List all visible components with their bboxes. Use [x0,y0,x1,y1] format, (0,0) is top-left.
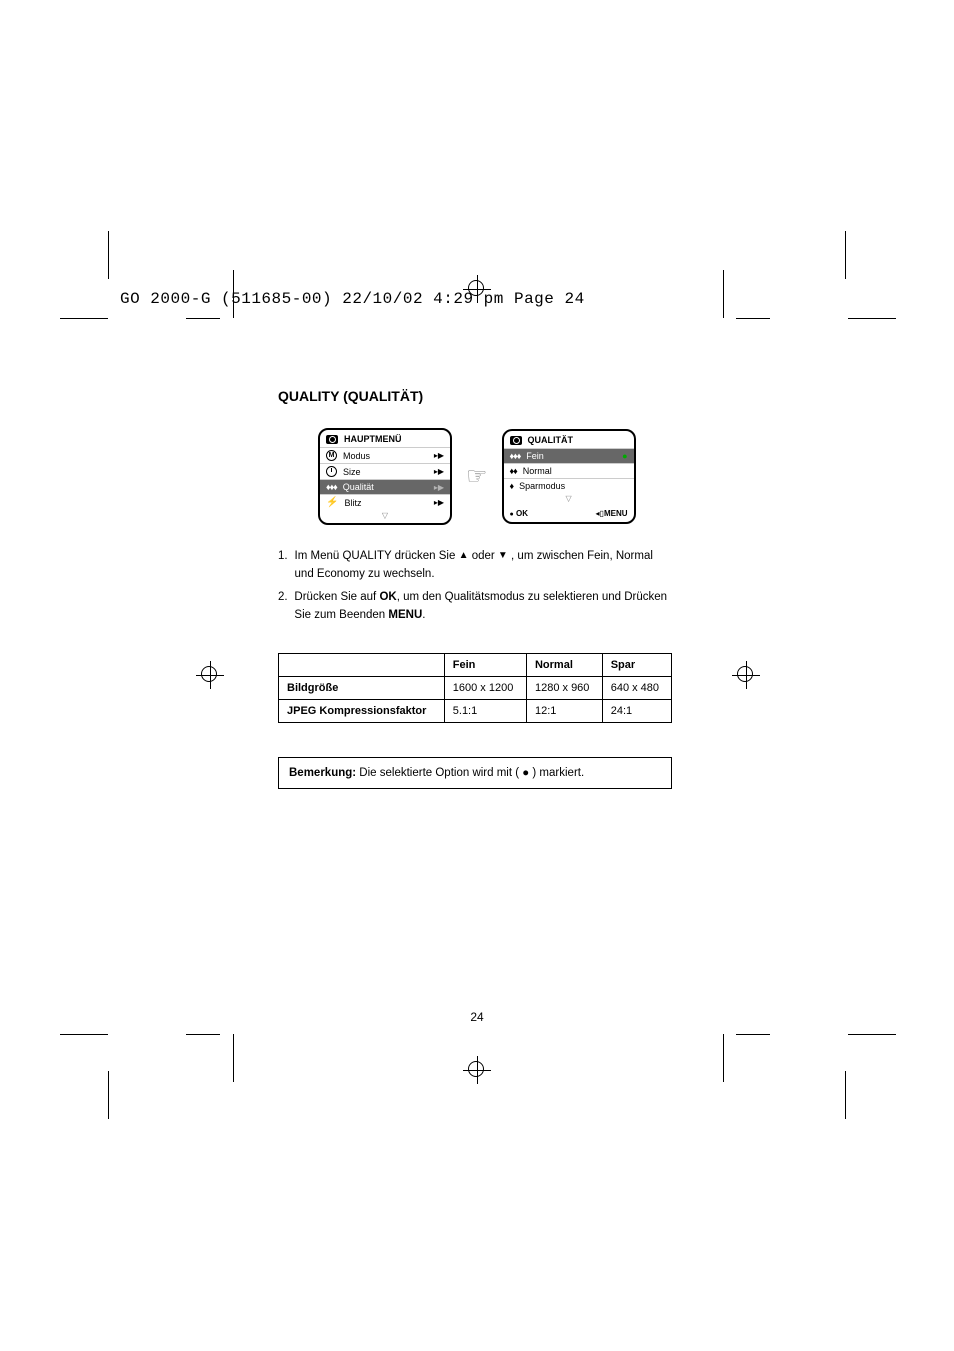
table-row: Bildgröße 1600 x 1200 1280 x 960 640 x 4… [279,676,672,699]
menu-item-label: Qualität [343,482,374,492]
timer-icon [326,466,337,477]
menu-item-blitz: ⚡ Blitz ▸▶ [320,494,450,510]
table-header: Spar [602,653,671,676]
spec-table: Fein Normal Spar Bildgröße 1600 x 1200 1… [278,653,672,723]
crop-mark [845,1071,846,1119]
camera-icon [326,435,338,444]
quality-icon: ♦♦♦ [326,482,337,492]
instruction-1: 1. Im Menü QUALITY drücken Sie ▲ oder ▼ … [278,547,672,584]
table-row: JPEG Kompressionsfaktor 5.1:1 12:1 24:1 [279,699,672,722]
text: Drücken Sie auf [294,591,379,603]
table-cell: 12:1 [526,699,602,722]
crop-mark [60,318,108,319]
menu-label: MENU [604,509,628,518]
list-number: 1. [278,547,289,584]
instruction-text: Im Menü QUALITY drücken Sie ▲ oder ▼ , u… [295,547,672,584]
note-text: Die selektierte Option wird mit ( ● ) ma… [356,767,584,779]
hauptmenu-box: HAUPTMENÜ M Modus ▸▶ Size ▸▶ ♦♦♦ Qualität … [318,428,452,525]
qualitat-title: QUALITÄT [504,431,634,448]
crop-mark [845,231,846,279]
qualitat-box: QUALITÄT ♦♦♦ Fein ● ♦♦ Normal ♦ Sparmodus ▽… [502,429,636,524]
table-cell: 24:1 [602,699,671,722]
bold-text: OK [379,591,396,603]
table-header-row: Fein Normal Spar [279,653,672,676]
crop-mark [186,318,220,319]
chevron-right-icon: ▸▶ [434,498,444,507]
up-arrow-icon: ▲ [459,548,469,564]
mode-icon: M [326,450,337,461]
scroll-down-hint: ▽ [320,510,450,523]
menu-item-label: Fein [526,451,544,461]
text: Im Menü QUALITY drücken Sie [295,550,459,562]
table-header: Normal [526,653,602,676]
flash-icon: ⚡ [326,497,338,508]
quality-option-normal: ♦♦ Normal [504,463,634,478]
section-title: QUALITY (QUALITÄT) [278,388,672,404]
text: . [422,609,425,621]
table-cell: 1280 x 960 [526,676,602,699]
instruction-2: 2. Drücken Sie auf OK, um den Qualitätsm… [278,588,672,625]
crop-mark [108,1071,109,1119]
registration-mark-right [732,661,760,689]
crop-mark [233,1034,234,1082]
quality-option-sparmodus: ♦ Sparmodus [504,478,634,493]
menu-item-label: Size [343,467,361,477]
crop-mark [736,1034,770,1035]
menu-screenshots: HAUPTMENÜ M Modus ▸▶ Size ▸▶ ♦♦♦ Qualität … [318,428,672,525]
page-number: 24 [0,1010,954,1024]
table-rowhead: JPEG Kompressionsfaktor [279,699,445,722]
hand-pointer-icon: ☞ [466,462,488,491]
menu-item-label: Normal [523,466,552,476]
table-cell: 640 x 480 [602,676,671,699]
bold-text: MENU [388,609,422,621]
menu-footer: ● OK ◂▯MENU [504,506,634,522]
selected-dot-icon: ● [622,451,627,461]
down-arrow-icon: ▼ [498,548,508,564]
crop-mark [848,318,896,319]
camera-icon [510,436,522,445]
menu-item-label: Blitz [344,498,361,508]
chevron-right-icon: ▸▶ [434,483,444,492]
hauptmenu-title: HAUPTMENÜ [320,430,450,447]
crop-mark [723,1034,724,1082]
chevron-right-icon: ▸▶ [434,451,444,460]
prepress-header: GO 2000-G (511685-00) 22/10/02 4:29 pm P… [120,290,585,308]
quality-icon: ♦♦ [510,466,517,476]
list-number: 2. [278,588,288,625]
table-rowhead: Bildgröße [279,676,445,699]
crop-mark [108,231,109,279]
crop-mark [186,1034,220,1035]
quality-icon: ♦♦♦ [510,451,521,461]
menu-item-qualitat: ♦♦♦ Qualität ▸▶ [320,479,450,494]
note-label: Bemerkung: [289,767,356,779]
ok-label: OK [516,509,528,518]
crop-mark [736,318,770,319]
scroll-down-hint: ▽ [504,493,634,506]
table-header: Fein [444,653,526,676]
quality-option-fein: ♦♦♦ Fein ● [504,448,634,463]
menu-item-size: Size ▸▶ [320,463,450,479]
page-content: QUALITY (QUALITÄT) HAUPTMENÜ M Modus ▸▶ S… [278,388,672,789]
registration-mark-bottom [463,1056,491,1084]
crop-mark [60,1034,108,1035]
menu-item-modus: M Modus ▸▶ [320,447,450,463]
instruction-text: Drücken Sie auf OK, um den Qualitätsmodu… [294,588,672,625]
text: oder [472,550,498,562]
hauptmenu-title-text: HAUPTMENÜ [344,434,402,444]
crop-mark [848,1034,896,1035]
menu-item-label: Sparmodus [519,481,565,491]
table-cell: 5.1:1 [444,699,526,722]
qualitat-title-text: QUALITÄT [528,435,574,445]
quality-icon: ♦ [510,481,514,491]
registration-mark-left [196,661,224,689]
chevron-right-icon: ▸▶ [434,467,444,476]
table-cell: 1600 x 1200 [444,676,526,699]
crop-mark [723,270,724,318]
note-box: Bemerkung: Die selektierte Option wird m… [278,757,672,789]
table-header [279,653,445,676]
instructions: 1. Im Menü QUALITY drücken Sie ▲ oder ▼ … [278,547,672,625]
menu-item-label: Modus [343,451,370,461]
